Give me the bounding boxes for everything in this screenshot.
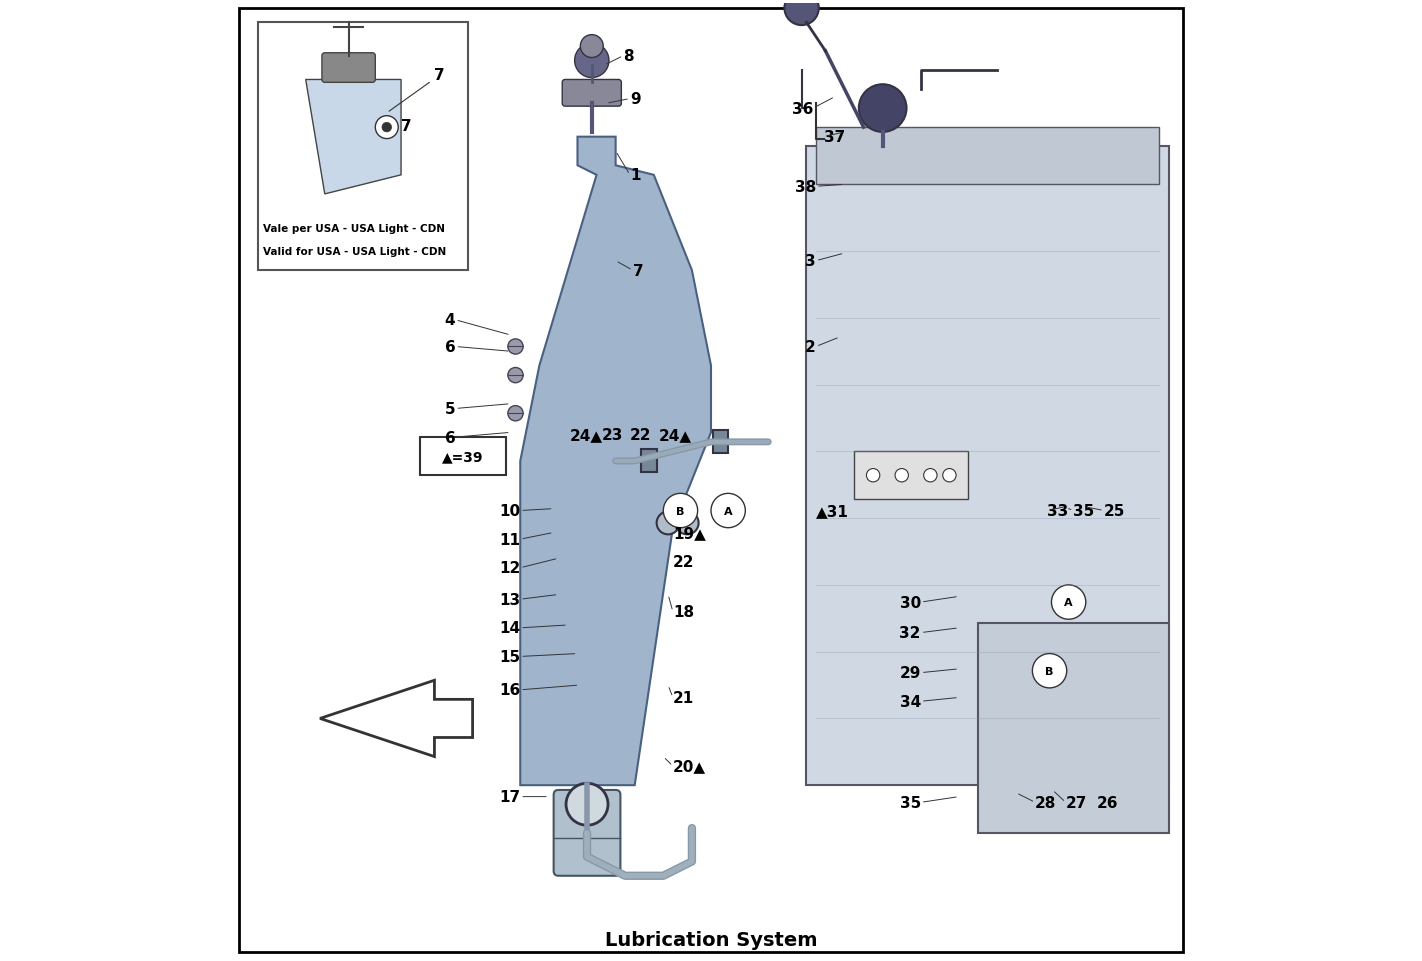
Text: 38: 38 [795,180,816,194]
Circle shape [580,36,603,59]
Text: 3: 3 [805,254,816,269]
Text: 20▲: 20▲ [673,759,705,774]
Text: 22: 22 [673,554,694,569]
FancyBboxPatch shape [257,23,468,271]
Circle shape [675,512,698,535]
Text: 11: 11 [499,532,520,547]
Text: 29: 29 [900,665,921,680]
Text: 23: 23 [602,428,623,442]
Circle shape [508,368,523,383]
Text: 16: 16 [499,682,520,698]
Text: 35: 35 [900,795,921,810]
Circle shape [1051,585,1086,620]
Text: 18: 18 [673,604,694,620]
Text: 19▲: 19▲ [673,526,705,540]
Circle shape [943,469,956,482]
FancyBboxPatch shape [806,147,1169,785]
FancyBboxPatch shape [978,624,1169,833]
Text: B: B [677,506,684,516]
Text: 26: 26 [1096,795,1118,810]
Text: 10: 10 [499,504,520,519]
Text: 25: 25 [1103,504,1125,519]
FancyBboxPatch shape [239,9,1183,952]
Text: 7: 7 [401,118,412,134]
Text: 6: 6 [445,431,455,445]
Circle shape [711,494,745,529]
Circle shape [383,123,391,133]
Text: 1: 1 [630,168,640,184]
Text: 13: 13 [499,592,520,607]
Text: 15: 15 [499,650,520,664]
Text: 24▲: 24▲ [658,428,691,442]
Circle shape [375,116,398,139]
Text: Vale per USA - USA Light - CDN: Vale per USA - USA Light - CDN [263,223,445,234]
Text: 6: 6 [445,339,455,355]
Circle shape [574,44,609,79]
Text: Lubrication System: Lubrication System [604,930,818,949]
Text: 35: 35 [1074,504,1095,519]
Text: 2: 2 [805,339,816,355]
Text: 37: 37 [823,130,845,145]
Text: 17: 17 [499,789,520,804]
Text: 24▲: 24▲ [570,428,603,442]
Circle shape [1032,653,1066,688]
Circle shape [657,512,680,535]
Circle shape [924,469,937,482]
Text: 27: 27 [1065,795,1088,810]
Circle shape [785,0,819,26]
Circle shape [508,407,523,422]
FancyBboxPatch shape [816,128,1159,185]
Text: 7: 7 [633,263,643,279]
Circle shape [508,339,523,355]
Text: 32: 32 [900,626,921,640]
Text: 33: 33 [1047,504,1068,519]
Text: 34: 34 [900,694,921,709]
FancyBboxPatch shape [562,81,621,107]
Text: B: B [1045,666,1054,676]
Text: ▲=39: ▲=39 [442,450,483,463]
FancyBboxPatch shape [419,437,506,476]
Text: 8: 8 [623,49,634,64]
FancyBboxPatch shape [641,450,657,473]
FancyBboxPatch shape [712,431,728,454]
Text: 5: 5 [445,402,455,416]
Text: 28: 28 [1035,795,1057,810]
Circle shape [866,469,880,482]
FancyBboxPatch shape [855,452,968,500]
Text: 12: 12 [499,560,520,576]
Text: 21: 21 [673,690,694,705]
Circle shape [566,783,609,825]
Text: Valid for USA - USA Light - CDN: Valid for USA - USA Light - CDN [263,247,447,258]
Text: 30: 30 [900,595,921,610]
Circle shape [894,469,909,482]
Text: 14: 14 [499,621,520,635]
Polygon shape [320,680,472,756]
Polygon shape [520,137,711,785]
Circle shape [663,494,698,529]
Text: ▲31: ▲31 [816,504,849,519]
Circle shape [859,86,906,133]
FancyBboxPatch shape [553,790,620,875]
Text: 36: 36 [792,102,813,116]
Polygon shape [306,81,401,195]
Text: A: A [724,506,732,516]
Text: 22: 22 [630,428,651,442]
FancyBboxPatch shape [321,54,375,84]
Text: 4: 4 [445,313,455,328]
Text: 9: 9 [630,92,640,107]
Text: A: A [1064,598,1074,607]
Text: 7: 7 [390,68,445,112]
